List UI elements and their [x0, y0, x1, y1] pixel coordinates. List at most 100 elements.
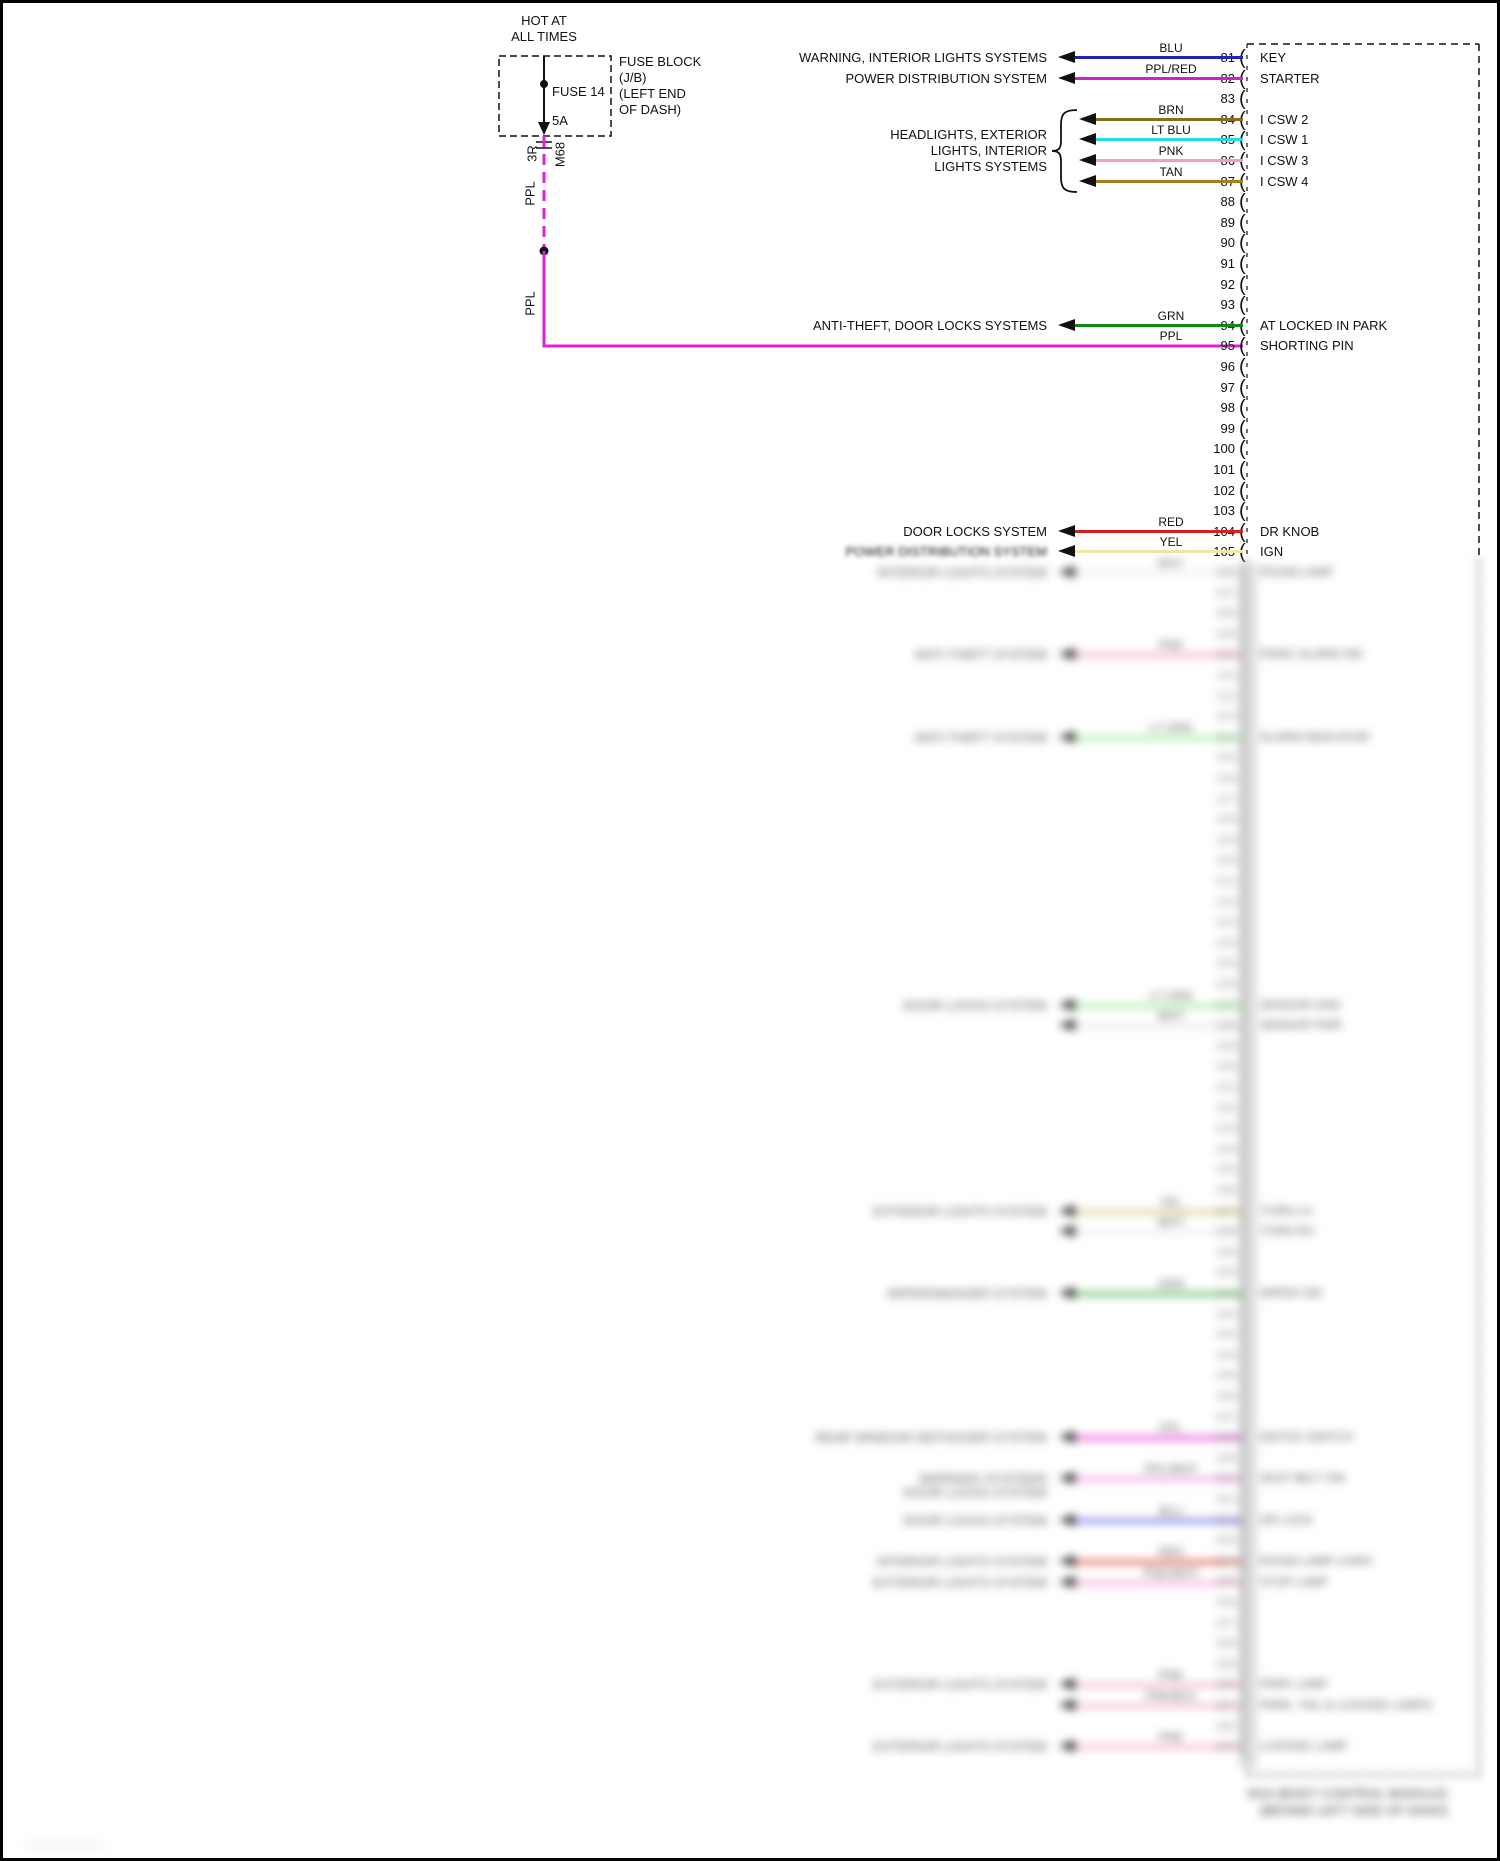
arrow-left-icon	[1058, 1514, 1075, 1526]
pin-number: 157	[1214, 1615, 1235, 1630]
pin-terminal-icon: (	[1239, 1159, 1246, 1182]
pin-terminal-icon: (	[1239, 891, 1246, 914]
pin-number: 127	[1214, 997, 1235, 1012]
pin-terminal-icon: (	[1239, 397, 1246, 419]
pin-name: I CSW 2	[1260, 112, 1309, 127]
arrow-left-icon	[1058, 51, 1075, 63]
pin-number: 149	[1214, 1450, 1235, 1465]
wire	[1073, 1004, 1243, 1008]
pin-terminal-icon: (	[1239, 274, 1246, 296]
pin-number: 124	[1214, 935, 1235, 950]
pin-terminal-icon: (	[1239, 294, 1246, 316]
pin-number: 121	[1214, 874, 1235, 888]
wire-color-label: YEL	[1159, 535, 1183, 549]
arrow-left-icon	[1079, 154, 1096, 166]
fuse-location-line3: (LEFT END	[619, 86, 686, 101]
pin-number: 90	[1220, 235, 1235, 250]
wire	[1073, 1477, 1243, 1481]
pin-number: 131	[1214, 1080, 1235, 1094]
system-label: ANTI-THEFT SYSTEM	[914, 647, 1047, 662]
pin-terminal-icon: (	[1239, 1344, 1246, 1367]
pin-name: TURN LH	[1260, 1204, 1313, 1218]
pin-number: 128	[1214, 1018, 1235, 1033]
pin-number: 102	[1213, 483, 1235, 498]
pin-terminal-icon: (	[1239, 1633, 1246, 1656]
arrow-left-icon	[1058, 1740, 1075, 1752]
pin-number: 118	[1215, 812, 1235, 827]
arrow-left-icon	[1079, 175, 1096, 187]
pin-number: 110	[1215, 647, 1235, 662]
wire-color-label: WHT	[1157, 1215, 1185, 1229]
arrow-left-icon	[1079, 113, 1096, 125]
wire	[1073, 1292, 1243, 1296]
pin-terminal-icon: (	[1239, 212, 1246, 234]
wire	[1073, 77, 1243, 80]
pin-terminal-icon: (	[1239, 1138, 1246, 1161]
pin-name: DR KNOB	[1260, 524, 1320, 539]
pin-terminal-icon: (	[1239, 1386, 1246, 1408]
pin-number: 161	[1214, 1698, 1235, 1712]
arrow-left-icon	[1058, 566, 1075, 578]
wire-color-label: BRN	[1158, 103, 1184, 117]
wire	[1095, 138, 1243, 141]
pin-terminal-icon: (	[1239, 809, 1246, 832]
pin-terminal-icon: (	[1239, 1550, 1246, 1573]
pin-terminal-icon: (	[1239, 706, 1246, 729]
pin-number: 144	[1214, 1347, 1235, 1362]
pin-name: SENSOR GND	[1260, 998, 1341, 1012]
pin-name: SHORTING PIN	[1260, 338, 1354, 353]
wire	[1073, 1560, 1243, 1564]
wire-color-label: LT GRN	[1149, 989, 1193, 1003]
pin-number: 136	[1214, 1183, 1235, 1197]
pin-number: 148	[1214, 1430, 1235, 1445]
pin-number: 103	[1213, 503, 1235, 518]
wire-color-label: LT GRN	[1149, 721, 1193, 735]
pin-terminal-icon: (	[1239, 582, 1246, 605]
system-label: EXTERIOR LIGHTS SYSTEM	[872, 1204, 1047, 1219]
pin-number: 159	[1214, 1656, 1235, 1671]
pin-number: 108	[1214, 606, 1235, 621]
arrow-left-icon	[1058, 1287, 1075, 1299]
arrow-left-icon	[1079, 133, 1096, 145]
pin-name: PARK LAMP	[1260, 1677, 1328, 1691]
wire	[1073, 1704, 1243, 1708]
wire-color-label: TAN	[1159, 165, 1183, 179]
pin-terminal-icon: (	[1239, 232, 1246, 254]
pin-terminal-icon: (	[1239, 438, 1246, 460]
pin-terminal-icon: (	[1239, 1653, 1246, 1676]
wire	[1073, 1581, 1243, 1585]
pin-number: 111	[1216, 668, 1235, 682]
pin-terminal-icon: (	[1239, 1324, 1246, 1347]
pin-terminal-icon: (	[1239, 459, 1246, 481]
arrow-left-icon	[1058, 1019, 1075, 1031]
system-label: POWER DISTRIBUTION SYSTEM	[845, 544, 1047, 559]
wire-color-label: PNK/BLK	[1145, 1689, 1197, 1703]
wire	[1073, 550, 1243, 553]
pin-name: DR LOCK	[1260, 1513, 1314, 1527]
pin-terminal-icon: (	[1239, 418, 1246, 440]
watermark: ····················	[25, 1841, 105, 1851]
pin-terminal-icon: (	[1239, 1035, 1246, 1058]
arrow-left-icon	[1058, 319, 1075, 331]
module-footer-line2: (BEHIND LEFT SIDE OF DASH)	[1259, 1803, 1448, 1818]
wire-color-label: BLU	[1159, 1504, 1183, 1518]
wire-color-label: YEL	[1159, 1195, 1183, 1209]
arrow-left-icon	[1058, 648, 1075, 660]
system-label: POWER DISTRIBUTION SYSTEM	[845, 71, 1047, 86]
wire-color-label: PNK	[1158, 1668, 1184, 1682]
pin-number: 106	[1214, 565, 1235, 579]
pin-terminal-icon: (	[1239, 1241, 1246, 1264]
wire-color-label: PNK	[1158, 1730, 1184, 1744]
pin-terminal-icon: (	[1239, 1695, 1246, 1717]
fuse-name: FUSE 14	[552, 84, 605, 99]
pin-terminal-icon: (	[1239, 1612, 1246, 1635]
wire	[1095, 159, 1243, 162]
group-label-line2: LIGHTS, INTERIOR	[930, 143, 1047, 158]
pin-terminal-icon: (	[1239, 1674, 1246, 1697]
pin-name: PARK, TAIL & LICENSE LAMPS	[1260, 1698, 1433, 1712]
wire	[1073, 736, 1243, 740]
pin-number: 152	[1214, 1512, 1235, 1527]
pin-number: 119	[1215, 832, 1235, 847]
pin-terminal-icon: (	[1239, 1571, 1246, 1594]
wire-color-label: PNK/WHT	[1143, 1566, 1199, 1580]
